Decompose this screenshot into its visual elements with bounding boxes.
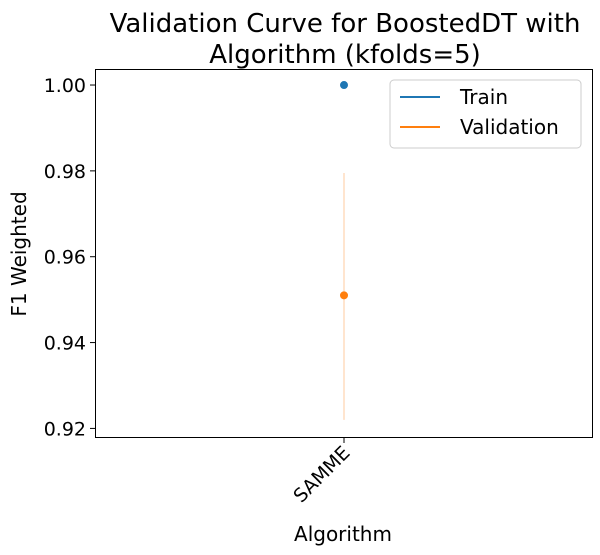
legend-label-train: Train (459, 85, 508, 109)
x-tick-label-0: SAMME (289, 442, 354, 507)
y-axis-ticks: 0.92 0.94 0.96 0.98 1.00 (44, 75, 96, 440)
legend: Train Validation (389, 79, 582, 149)
x-axis-label: Algorithm (294, 522, 392, 546)
chart-title-line-2: Algorithm (kfolds=5) (209, 40, 481, 70)
y-tick-label-2: 0.96 (44, 247, 86, 269)
y-axis-label: F1 Weighted (7, 191, 31, 316)
y-tick-label-0: 0.92 (44, 418, 86, 440)
data-point-train-0 (340, 81, 348, 90)
chart-title-line-1: Validation Curve for BoostedDT with (110, 9, 581, 39)
x-axis-ticks: SAMME (289, 437, 355, 507)
data-point-layer (340, 81, 348, 300)
y-tick-label-1: 0.94 (44, 333, 86, 355)
data-point-validation-0 (340, 291, 348, 300)
legend-label-validation: Validation (460, 115, 559, 139)
y-tick-label-3: 0.98 (44, 161, 86, 183)
y-tick-label-4: 1.00 (44, 75, 86, 97)
